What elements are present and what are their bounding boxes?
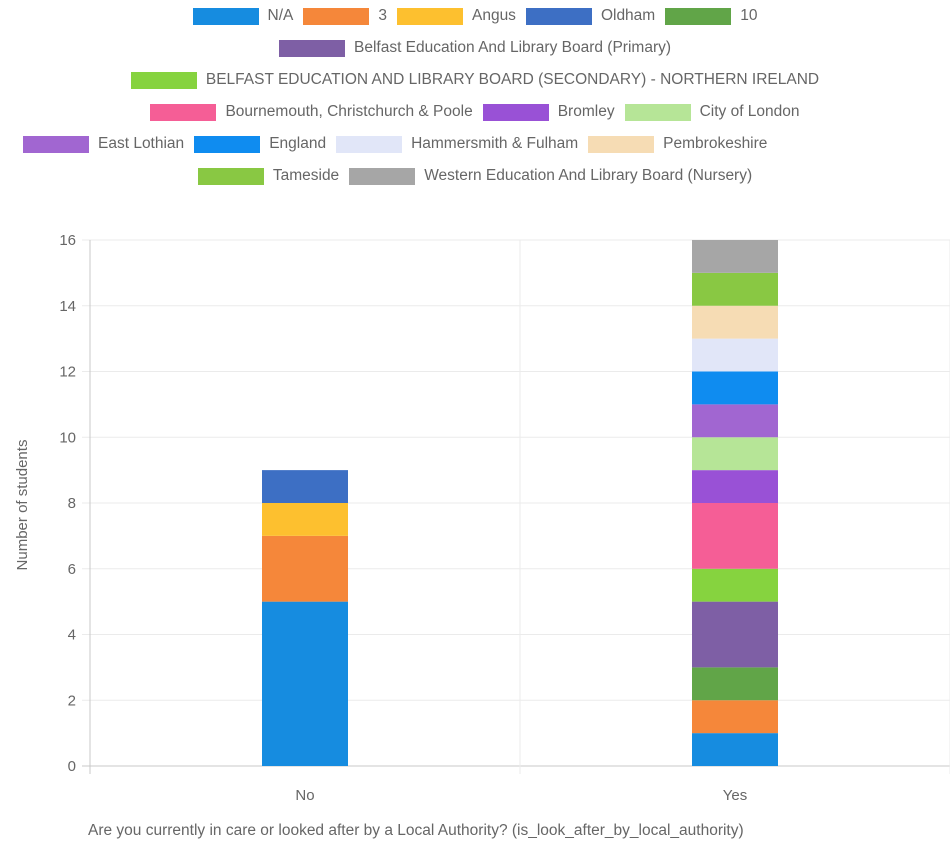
bar-segment[interactable] xyxy=(692,240,778,273)
legend-item[interactable]: East Lothian xyxy=(23,135,184,153)
legend-label: 10 xyxy=(740,7,758,24)
grid-lines xyxy=(82,239,950,774)
legend-item[interactable]: 10 xyxy=(665,7,757,25)
legend-item[interactable]: N/A xyxy=(192,7,294,25)
bar-segment[interactable] xyxy=(262,503,348,536)
legend-swatch xyxy=(624,103,691,121)
legend-label: BELFAST EDUCATION AND LIBRARY BOARD (SEC… xyxy=(205,71,820,88)
bar-segment[interactable] xyxy=(692,503,778,569)
legend-swatch xyxy=(192,7,259,25)
legend-label: East Lothian xyxy=(98,135,185,152)
legend-label: City of London xyxy=(699,103,800,120)
legend-swatch xyxy=(349,167,416,185)
legend-row: East Lothian England Hammersmith & Fulham P… xyxy=(0,128,950,160)
legend-swatch xyxy=(23,135,89,153)
legend-item[interactable]: Bromley xyxy=(482,103,615,121)
bar-segment[interactable] xyxy=(692,437,778,471)
legend-item[interactable]: BELFAST EDUCATION AND LIBRARY BOARD (SEC… xyxy=(130,71,820,89)
bar-segment[interactable] xyxy=(692,568,778,602)
legend-item[interactable]: 3 xyxy=(303,7,387,25)
y-tick-label: 6 xyxy=(68,561,76,578)
legend-swatch xyxy=(150,103,217,121)
legend-label: Pembrokeshire xyxy=(663,135,768,152)
legend-swatch xyxy=(482,103,549,121)
legend-item[interactable]: Pembrokeshire xyxy=(588,135,767,153)
y-tick-label: 14 xyxy=(59,298,76,315)
legend-item[interactable]: City of London xyxy=(624,103,800,121)
legend-item[interactable]: Oldham xyxy=(525,7,656,25)
y-tick-label: 12 xyxy=(59,364,76,381)
legend-row: Belfast Education And Library Board (Pri… xyxy=(0,32,950,64)
legend-label: Bournemouth, Christchurch & Poole xyxy=(225,103,473,120)
y-tick-label: 16 xyxy=(59,232,76,249)
bar-segment[interactable] xyxy=(692,667,778,701)
x-axis-title: Are you currently in care or looked afte… xyxy=(88,822,744,839)
legend-swatch xyxy=(194,135,261,153)
bar-segment[interactable] xyxy=(692,601,778,668)
x-tick-label: No xyxy=(295,787,314,804)
legend-item[interactable]: Belfast Education And Library Board (Pri… xyxy=(278,39,672,57)
bar-segment[interactable] xyxy=(262,535,348,602)
legend-label: England xyxy=(269,135,327,152)
bars xyxy=(262,240,778,766)
legend-item[interactable]: Hammersmith & Fulham xyxy=(336,135,578,153)
legend-item[interactable]: Tameside xyxy=(197,167,340,185)
legend-item[interactable]: England xyxy=(194,135,326,153)
legend-label: N/A xyxy=(267,7,294,24)
x-tick-label: Yes xyxy=(723,787,747,804)
bar-segment[interactable] xyxy=(692,371,778,405)
legend-swatch xyxy=(525,7,592,25)
legend-label: Tameside xyxy=(272,167,340,184)
legend-swatch xyxy=(588,135,655,153)
legend-label: Oldham xyxy=(600,7,656,24)
bar-segment[interactable] xyxy=(692,272,778,306)
y-tick-label: 10 xyxy=(59,429,76,446)
legend-label: Western Education And Library Board (Nur… xyxy=(424,167,753,184)
legend-swatch xyxy=(130,71,197,89)
bar-segment[interactable] xyxy=(262,601,348,766)
legend-row: Bournemouth, Christchurch & Poole Bromley… xyxy=(0,96,950,128)
legend-item[interactable]: Bournemouth, Christchurch & Poole xyxy=(150,103,473,121)
legend-swatch xyxy=(197,167,264,185)
legend-swatch xyxy=(396,7,463,25)
legend-swatch xyxy=(278,39,345,57)
legend-item[interactable]: Angus xyxy=(396,7,516,25)
legend-label: Hammersmith & Fulham xyxy=(411,135,579,152)
legend-label: Bromley xyxy=(557,103,615,120)
legend-label: 3 xyxy=(378,7,387,24)
legend-label: Angus xyxy=(471,7,516,24)
bar-segment[interactable] xyxy=(692,338,778,372)
legend-label: Belfast Education And Library Board (Pri… xyxy=(353,39,672,56)
legend-row: N/A 3 Angus Oldham 10 xyxy=(0,0,950,32)
legend-row: BELFAST EDUCATION AND LIBRARY BOARD (SEC… xyxy=(0,64,950,96)
bar-segment[interactable] xyxy=(692,305,778,339)
bar-segment[interactable] xyxy=(692,700,778,734)
y-tick-label: 4 xyxy=(68,627,76,644)
chart-legend: N/A 3 Angus Oldham 10 Belfast Education And L… xyxy=(0,0,950,192)
legend-item[interactable]: Western Education And Library Board (Nur… xyxy=(349,167,752,185)
y-tick-label: 8 xyxy=(68,495,76,512)
legend-swatch xyxy=(303,7,370,25)
bar-segment[interactable] xyxy=(692,470,778,503)
legend-swatch xyxy=(665,7,732,25)
bar-segment[interactable] xyxy=(692,733,778,766)
y-tick-label: 2 xyxy=(68,692,76,709)
legend-swatch xyxy=(336,135,403,153)
bar-segment[interactable] xyxy=(262,470,348,503)
legend-row: Tameside Western Education And Library Bo… xyxy=(0,160,950,192)
axes: 0 2 4 6 8 10 12 14 16 No Yes xyxy=(59,232,747,804)
y-tick-label: 0 xyxy=(68,758,76,775)
y-axis-title: Number of students xyxy=(14,440,31,571)
bar-segment[interactable] xyxy=(692,404,778,438)
